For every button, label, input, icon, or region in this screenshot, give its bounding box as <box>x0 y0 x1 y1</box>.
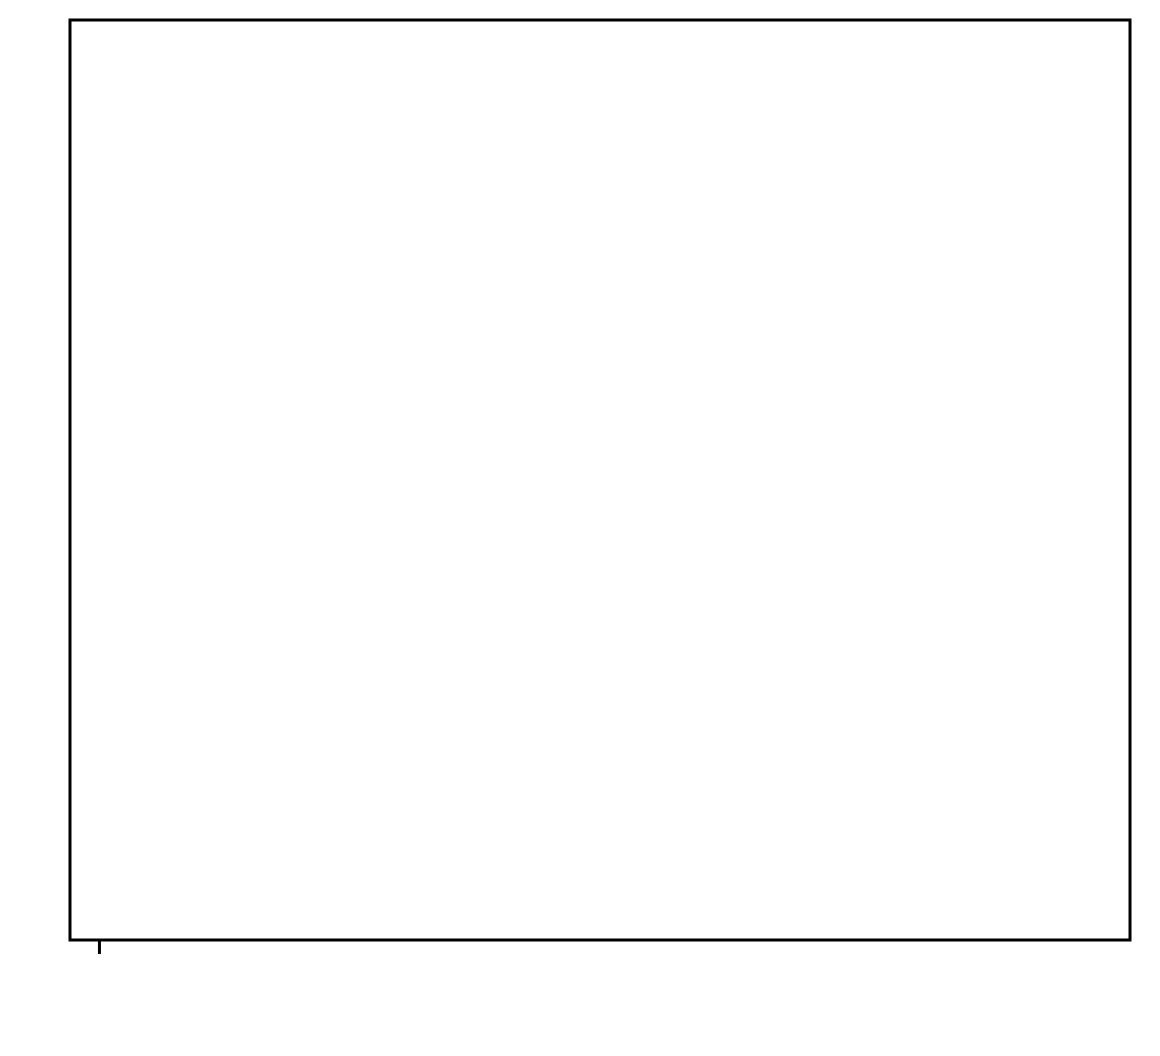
plot-frame <box>70 20 1130 940</box>
nmr-spectrum-figure <box>0 0 1160 1056</box>
